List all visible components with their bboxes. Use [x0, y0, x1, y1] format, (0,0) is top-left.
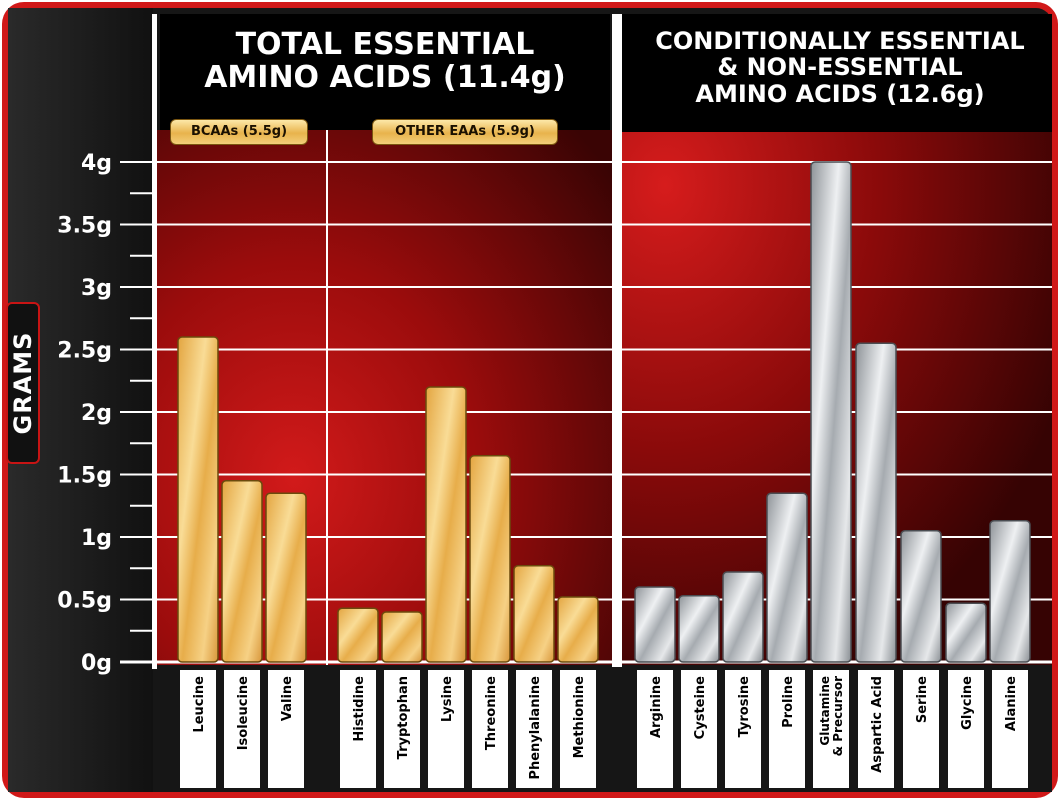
y-tick-labels: 0g 0.5g 1g 1.5g 2g 2.5g 3g 3.5g 4g [57, 151, 112, 676]
header-nonessential-line2: & NON-ESSENTIAL [717, 53, 963, 82]
bar-lysine [425, 386, 467, 663]
x-tick-label: Lysine [440, 676, 455, 722]
x-tick-label: Valine [280, 676, 295, 721]
x-label-box [268, 670, 304, 788]
separator-left [152, 14, 157, 669]
x-label-box [516, 670, 552, 788]
x-tick-label: Histidine [352, 676, 367, 742]
x-tick-label: Tyrosine [737, 676, 752, 738]
bar-serine [900, 530, 942, 663]
y-tick-label: 1.5g [57, 464, 112, 489]
y-axis-label: GRAMS [9, 331, 37, 435]
bar-methionine [557, 596, 599, 663]
bar-alanine [989, 520, 1031, 663]
bar-cysteine [678, 595, 720, 663]
bar-histidine [337, 607, 379, 663]
x-label-box [948, 670, 984, 788]
x-tick-label: Methionine [572, 676, 587, 759]
x-label-box [384, 670, 420, 788]
y-tick-label: 0g [81, 651, 112, 676]
x-label-box [725, 670, 761, 788]
bar-glycine [945, 602, 987, 663]
y-axis-label-box: GRAMS [6, 302, 40, 464]
bar-tryptophan [381, 611, 423, 663]
x-label-box [340, 670, 376, 788]
bar-tyrosine [722, 571, 764, 663]
bar-threonine [469, 455, 511, 663]
x-label-box [180, 670, 216, 788]
y-tick-label: 1g [81, 526, 112, 551]
y-tick-label: 4g [81, 151, 112, 176]
bar-arginine [634, 586, 676, 663]
bcaa-badge: BCAAs (5.5g) [170, 119, 308, 145]
other-eaas-badge: OTHER EAAs (5.9g) [372, 119, 558, 145]
bars [177, 161, 1031, 663]
header-nonessential-line3: AMINO ACIDS (12.6g) [695, 79, 985, 108]
bar-glutamine-precursor [810, 161, 852, 663]
x-label-box [769, 670, 805, 788]
header-essential-line2: AMINO ACIDS (11.4g) [204, 60, 566, 95]
x-tick-label: Glutamine [818, 676, 832, 746]
header-left-bg [160, 14, 610, 130]
x-label-box [428, 670, 464, 788]
x-tick-label: Serine [915, 676, 930, 723]
x-tick-label: Cysteine [693, 676, 708, 739]
x-label-box [858, 670, 894, 788]
y-tick-label: 2g [81, 401, 112, 426]
bar-proline [766, 492, 808, 663]
bar-phenylalanine [513, 565, 555, 663]
y-tick-label: 0.5g [57, 589, 112, 614]
x-tick-label: & Precursor [831, 676, 845, 756]
x-tick-label: Arginine [649, 676, 664, 738]
label-strip [157, 667, 1052, 792]
x-label-box [681, 670, 717, 788]
bar-leucine [177, 336, 219, 663]
x-tick-labels: Leucine Isoleucine Valine Histidine Tryptoph… [180, 670, 1028, 788]
x-label-box [224, 670, 260, 788]
x-tick-label: Tryptophan [396, 676, 411, 759]
y-tick-label: 2.5g [57, 339, 112, 364]
x-label-box [560, 670, 596, 788]
separator-middle [612, 14, 622, 669]
x-label-box [992, 670, 1028, 788]
x-label-box [637, 670, 673, 788]
bar-aspartic-acid [855, 342, 897, 663]
header-essential: TOTAL ESSENTIAL AMINO ACIDS (11.4g) [160, 28, 610, 94]
x-tick-label: Phenylalanine [528, 676, 543, 780]
x-tick-label: Proline [781, 676, 796, 728]
x-label-box [472, 670, 508, 788]
bar-isoleucine [221, 480, 263, 663]
x-tick-label: Aspartic Acid [870, 676, 885, 773]
x-tick-label: Alanine [1004, 676, 1019, 731]
x-tick-label: Leucine [192, 676, 207, 733]
header-right-bg [622, 14, 1052, 132]
bar-valine [265, 492, 307, 663]
header-essential-line1: TOTAL ESSENTIAL [235, 27, 535, 62]
y-tick-label: 3g [81, 276, 112, 301]
x-label-box [903, 670, 939, 788]
x-label-box [813, 670, 849, 788]
separator-bcaa [326, 130, 328, 665]
y-tick-label: 3.5g [57, 214, 112, 239]
header-nonessential: CONDITIONALLY ESSENTIAL & NON-ESSENTIAL … [625, 27, 1055, 108]
x-tick-label: Isoleucine [236, 676, 251, 750]
x-tick-label: Glycine [960, 676, 975, 730]
header-nonessential-line1: CONDITIONALLY ESSENTIAL [655, 27, 1025, 55]
x-tick-label: Threonine [484, 676, 499, 750]
